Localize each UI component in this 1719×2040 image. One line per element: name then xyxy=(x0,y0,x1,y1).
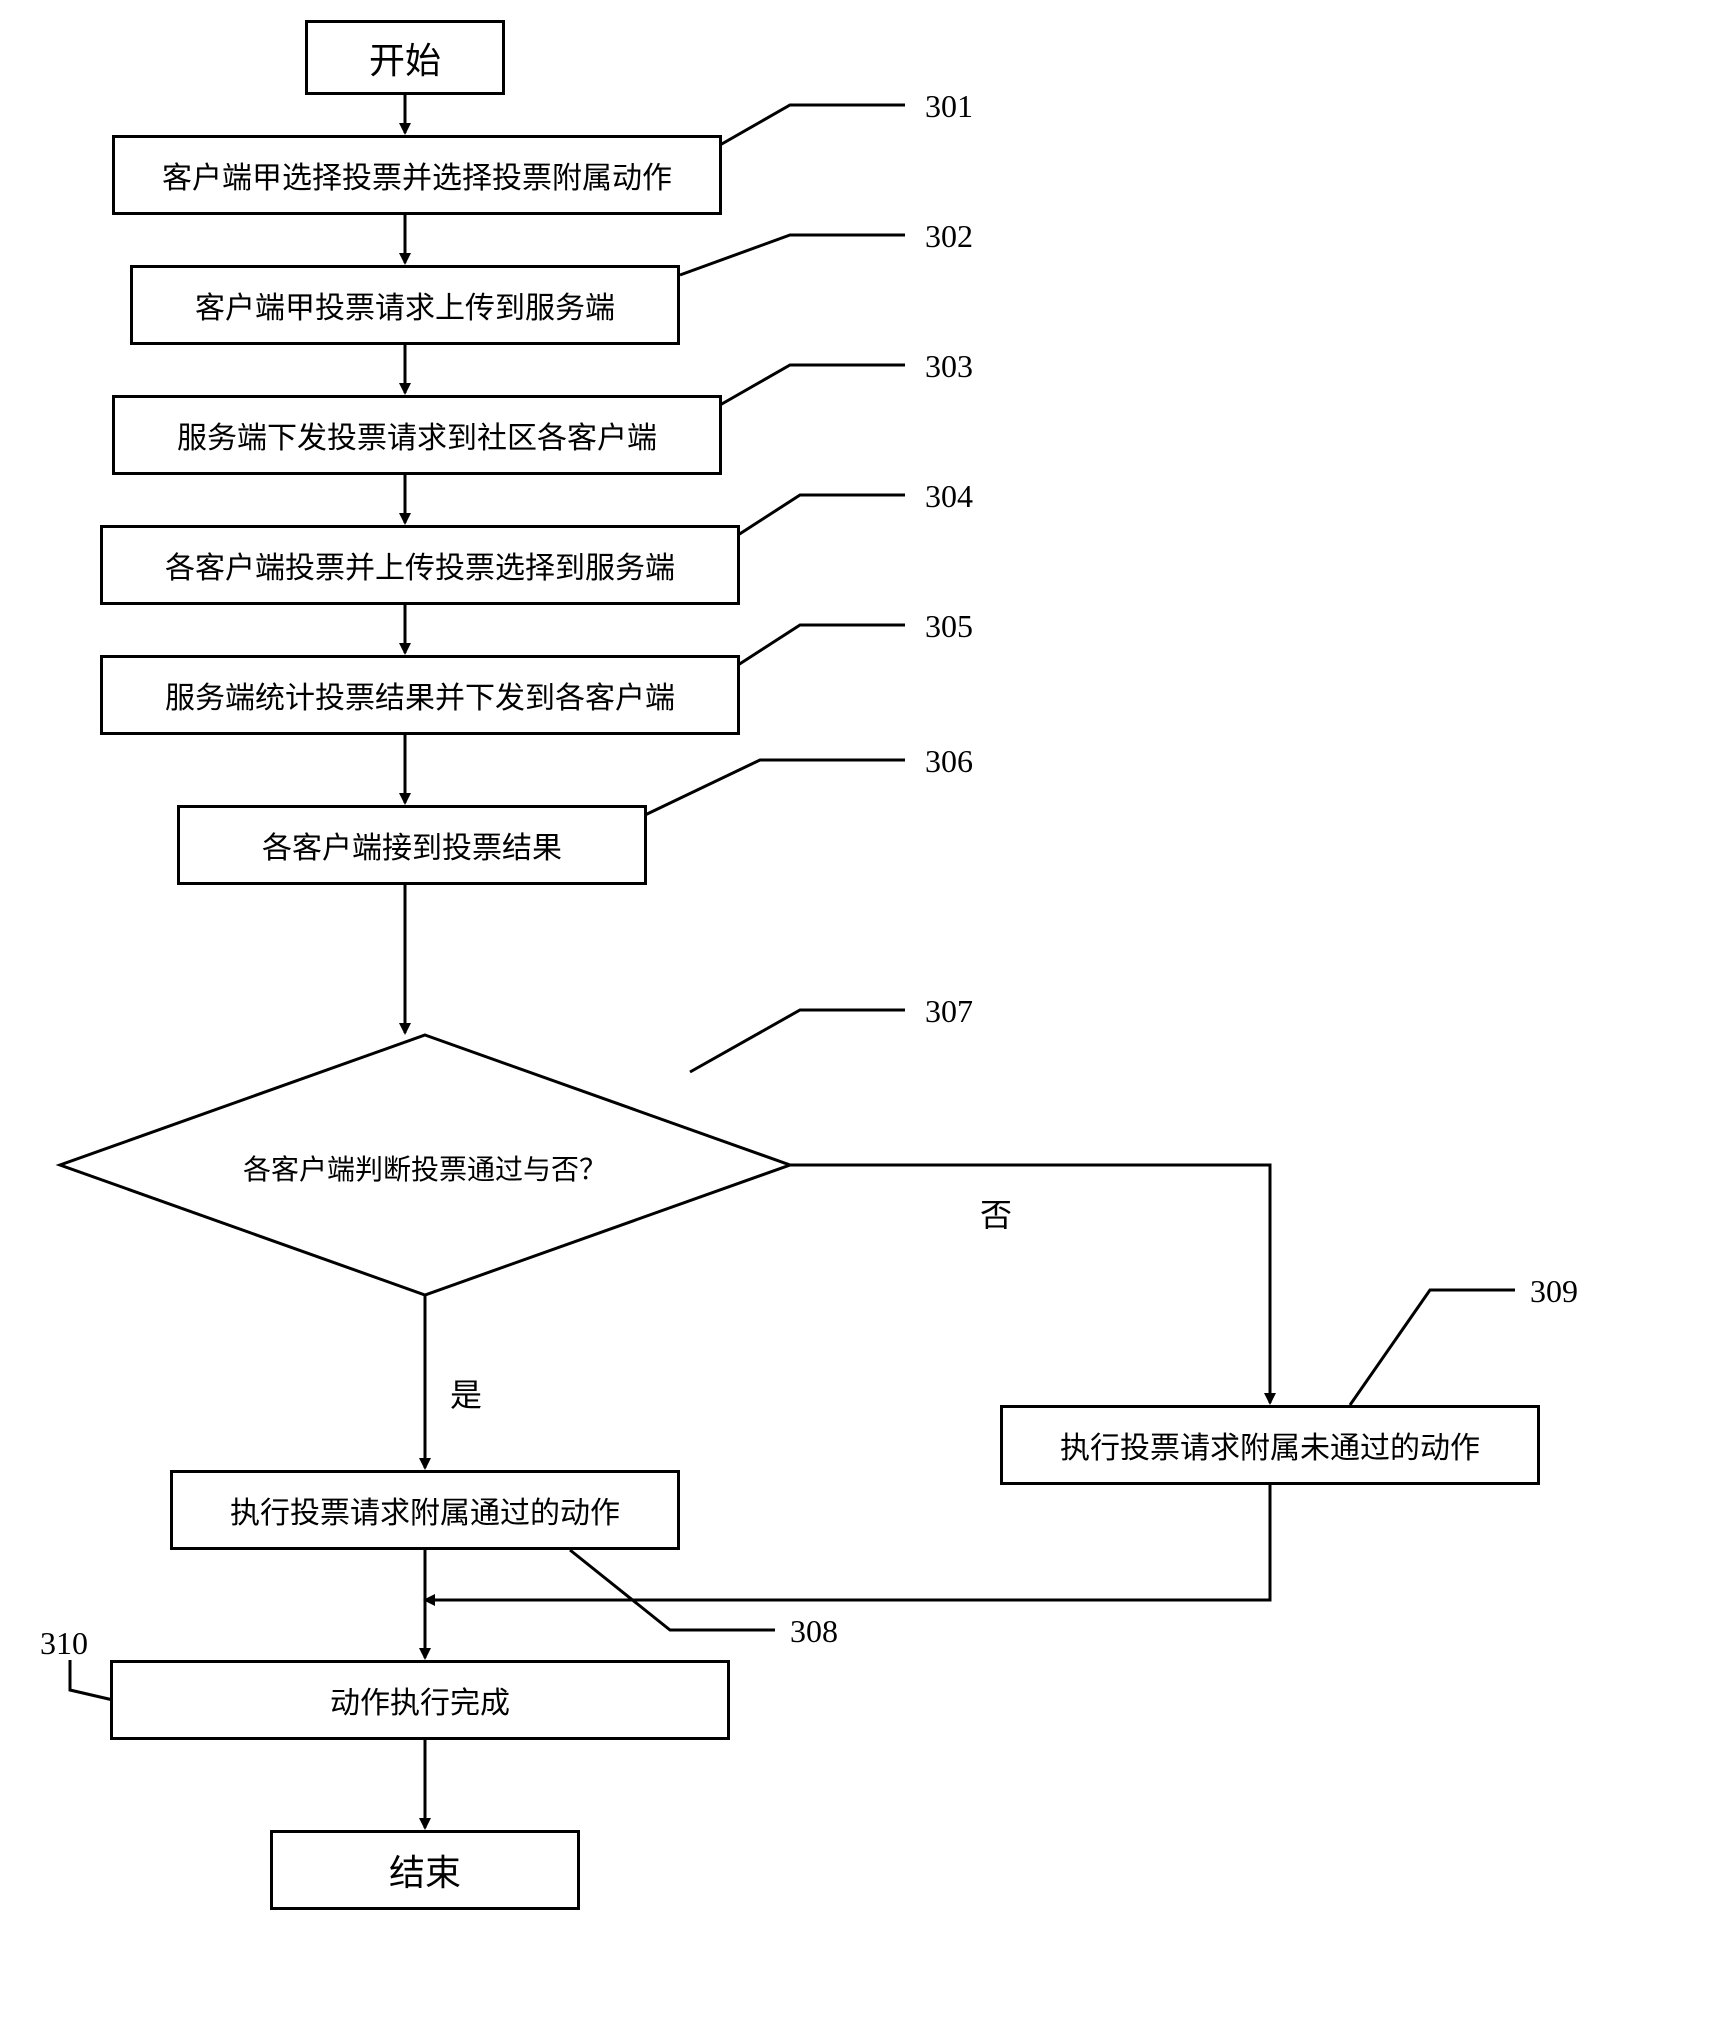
step-301-text: 客户端甲选择投票并选择投票附属动作 xyxy=(162,153,672,197)
label-308: 308 xyxy=(790,1613,838,1650)
callout-310 xyxy=(70,1660,113,1700)
start-box: 开始 xyxy=(305,20,505,95)
step-308-text: 执行投票请求附属通过的动作 xyxy=(230,1488,620,1532)
callout-307 xyxy=(690,1010,905,1072)
label-307: 307 xyxy=(925,993,973,1030)
label-303: 303 xyxy=(925,348,973,385)
step-304-text: 各客户端投票并上传投票选择到服务端 xyxy=(165,543,675,587)
step-309-text: 执行投票请求附属未通过的动作 xyxy=(1060,1423,1480,1467)
step-303-box: 服务端下发投票请求到社区各客户端 xyxy=(112,395,722,475)
step-310-text: 动作执行完成 xyxy=(330,1678,510,1722)
callout-306 xyxy=(645,760,905,815)
arrow-no xyxy=(790,1165,1270,1403)
callout-301 xyxy=(720,105,905,145)
label-310: 310 xyxy=(40,1625,88,1662)
step-310-box: 动作执行完成 xyxy=(110,1660,730,1740)
yes-label: 是 xyxy=(450,1370,482,1416)
no-label: 否 xyxy=(980,1190,1012,1236)
end-box: 结束 xyxy=(270,1830,580,1910)
step-302-box: 客户端甲投票请求上传到服务端 xyxy=(130,265,680,345)
label-306: 306 xyxy=(925,743,973,780)
callout-309 xyxy=(1350,1290,1515,1405)
label-305: 305 xyxy=(925,608,973,645)
step-308-box: 执行投票请求附属通过的动作 xyxy=(170,1470,680,1550)
step-305-text: 服务端统计投票结果并下发到各客户端 xyxy=(165,673,675,717)
step-303-text: 服务端下发投票请求到社区各客户端 xyxy=(177,413,657,457)
start-text: 开始 xyxy=(369,32,441,84)
callout-304 xyxy=(738,495,905,535)
step-306-box: 各客户端接到投票结果 xyxy=(177,805,647,885)
label-309: 309 xyxy=(1530,1273,1578,1310)
end-text: 结束 xyxy=(389,1844,461,1896)
step-304-box: 各客户端投票并上传投票选择到服务端 xyxy=(100,525,740,605)
label-301: 301 xyxy=(925,88,973,125)
callout-303 xyxy=(720,365,905,405)
decision-text: 各客户端判断投票通过与否？ xyxy=(225,1148,625,1188)
step-306-text: 各客户端接到投票结果 xyxy=(262,823,562,867)
step-309-box: 执行投票请求附属未通过的动作 xyxy=(1000,1405,1540,1485)
callout-305 xyxy=(738,625,905,665)
step-305-box: 服务端统计投票结果并下发到各客户端 xyxy=(100,655,740,735)
step-302-text: 客户端甲投票请求上传到服务端 xyxy=(195,283,615,327)
step-301-box: 客户端甲选择投票并选择投票附属动作 xyxy=(112,135,722,215)
label-304: 304 xyxy=(925,478,973,515)
callout-302 xyxy=(680,235,905,275)
callout-308 xyxy=(570,1550,775,1630)
label-302: 302 xyxy=(925,218,973,255)
